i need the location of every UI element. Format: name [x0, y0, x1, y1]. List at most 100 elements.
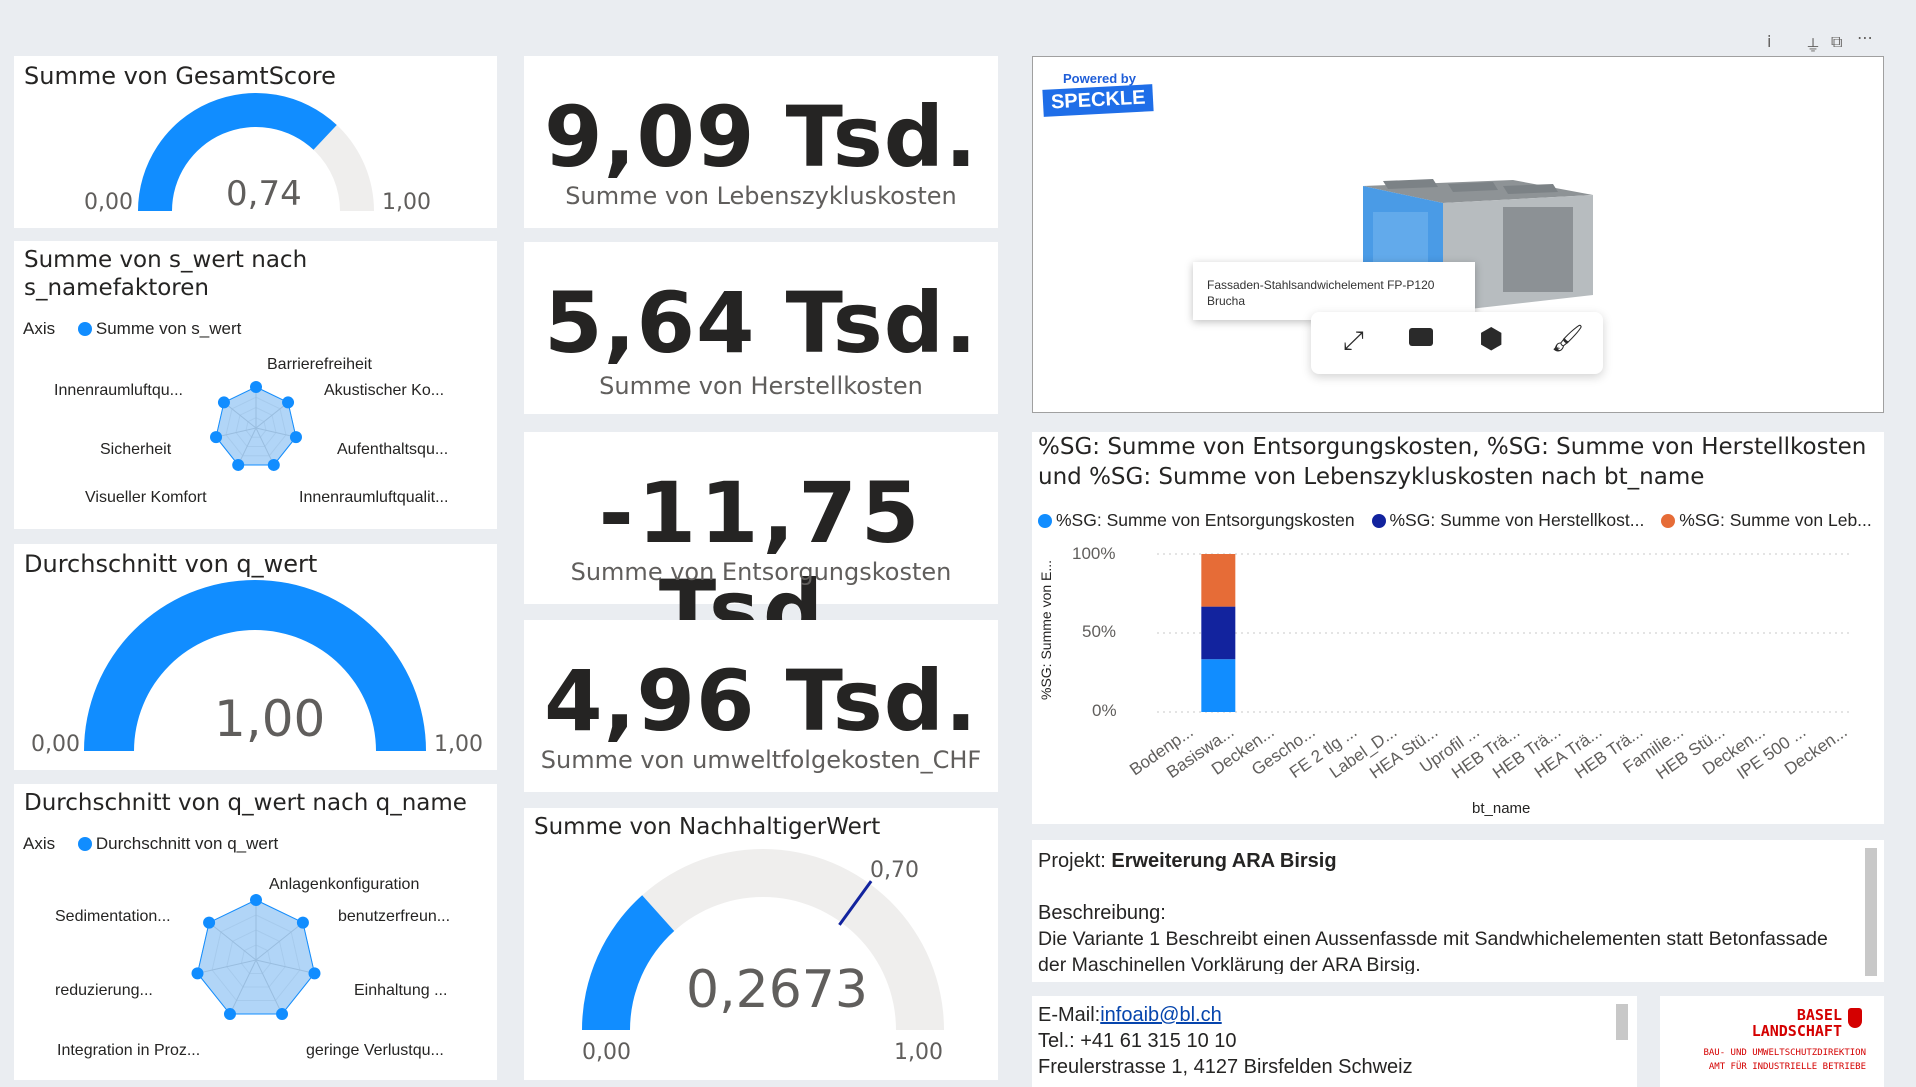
- brush-icon[interactable]: 🖌: [1551, 324, 1585, 354]
- radar-axis-label: Anlagenkonfiguration: [269, 876, 420, 893]
- card-title: Durchschnitt von q_wert nach q_name: [24, 790, 467, 816]
- radar-point: [250, 381, 262, 393]
- project-name: Erweiterung ARA Birsig: [1111, 850, 1337, 872]
- kpi-value: 5,64 Tsd.: [544, 274, 978, 372]
- bar-segment: [1201, 659, 1236, 712]
- powered-by-label: Powered by: [1063, 71, 1136, 86]
- radar-card-s-wert[interactable]: Summe von s_wert nach s_namefaktoren Axi…: [14, 241, 497, 529]
- kpi-label: Summe von umweltfolgekosten_CHF: [540, 746, 982, 774]
- radar-point: [191, 967, 204, 980]
- radar-axis-label: Akustischer Ko...: [324, 382, 445, 399]
- kpi-card-herstellkosten[interactable]: 5,64 Tsd. Summe von Herstellkosten: [524, 242, 998, 414]
- speckle-viewer[interactable]: Powered by SPECKLE Fassaden-Stahlsandwic…: [1032, 56, 1884, 413]
- email-label: E-Mail:: [1038, 1004, 1101, 1026]
- kpi-label: Summe von Entsorgungskosten: [570, 558, 952, 586]
- more-icon[interactable]: ⋯: [1857, 28, 1873, 47]
- gauge-min: 0,00: [582, 1040, 631, 1065]
- project-description-card[interactable]: Projekt: Erweiterung ARA Birsig Beschrei…: [1032, 840, 1884, 982]
- email-link[interactable]: infoaib@bl.ch: [1100, 1004, 1222, 1026]
- expand-icon[interactable]: ⤢: [1343, 326, 1364, 356]
- kpi-label: Summe von Lebenszykluskosten: [565, 182, 957, 210]
- gauge-min: 0,00: [84, 190, 133, 215]
- radar-point: [217, 396, 230, 409]
- legend-series: %SG: Summe von Herstellkost...: [1389, 510, 1645, 530]
- y-tick: 50%: [1082, 622, 1117, 641]
- gauge-max: 1,00: [434, 732, 483, 757]
- gauge-chart: [582, 849, 944, 1030]
- gauge-min: 0,00: [31, 732, 80, 757]
- legend-series: %SG: Summe von Leb...: [1679, 510, 1872, 530]
- gauge-value: 0,74: [226, 174, 302, 214]
- gauge-card-gesamtscore[interactable]: Summe von GesamtScore 0,74 0,00 1,00: [14, 56, 497, 228]
- gauge-value: 0,2673: [686, 960, 868, 1020]
- legend-axis-label: Axis: [23, 319, 56, 338]
- kpi-card-umweltfolgekosten[interactable]: 4,96 Tsd. Summe von umweltfolgekosten_CH…: [524, 620, 998, 792]
- tooltip-line1: Fassaden-Stahlsandwichelement FP-P120: [1207, 278, 1435, 292]
- project-label: Projekt:: [1038, 850, 1112, 872]
- radar-point: [296, 916, 309, 929]
- radar-axis-label: Aufenthaltsqu...: [337, 441, 449, 458]
- radar-axis-label: benutzerfreun...: [338, 908, 451, 925]
- radar-axis-label: Barrierefreiheit: [267, 356, 372, 373]
- legend: Axis Summe von s_wert: [23, 319, 241, 339]
- y-tick: 0%: [1092, 701, 1117, 720]
- kpi-card-entsorgungskosten[interactable]: -11,75 Tsd. Summe von Entsorgungskosten: [524, 432, 998, 660]
- radar-axis-label: Integration in Proz...: [57, 1042, 201, 1059]
- radar-point: [289, 431, 302, 444]
- description-label: Beschreibung:: [1038, 902, 1166, 924]
- legend: Axis Durchschnitt von q_wert: [23, 834, 278, 854]
- y-tick: 100%: [1072, 544, 1116, 563]
- legend-dot: [1371, 514, 1386, 528]
- logo-mark: [1848, 1008, 1862, 1028]
- building-model[interactable]: [1033, 57, 1885, 414]
- bar-plot: [1157, 553, 1852, 713]
- radar-chart: [210, 381, 302, 471]
- gauge-chart: [84, 580, 426, 751]
- radar-point: [267, 458, 280, 471]
- tooltip-line2: Brucha: [1207, 294, 1246, 308]
- gauge-card-nachhaltigerwert[interactable]: Summe von NachhaltigerWert 0,2673 0,00 1…: [524, 808, 998, 1080]
- legend-dot: [1038, 514, 1052, 528]
- card-title-line2: s_namefaktoren: [24, 275, 209, 301]
- legend-series: Summe von s_wert: [95, 319, 242, 338]
- gauge-value: 1,00: [214, 690, 326, 748]
- logo-line1: BASEL: [1796, 1006, 1842, 1024]
- filter-icon[interactable]: ⏚: [1805, 36, 1822, 55]
- chart-legend: %SG: Summe von Entsorgungskosten %SG: Su…: [1038, 510, 1872, 531]
- radar-point: [308, 967, 321, 980]
- description-line1: Die Variante 1 Beschreibt einen Aussenfa…: [1038, 928, 1828, 950]
- legend-dot: [77, 837, 92, 851]
- scrollbar[interactable]: [1865, 848, 1877, 976]
- contact-card[interactable]: E-Mail:infoaib@bl.ch Tel.: +41 61 315 10…: [1032, 996, 1637, 1087]
- radar-axis-label: Sicherheit: [100, 441, 172, 458]
- radar-axis-label: reduzierung...: [55, 982, 153, 999]
- radar-point: [203, 916, 216, 929]
- radar-card-q-wert[interactable]: Durchschnitt von q_wert nach q_name Axis…: [14, 784, 497, 1080]
- info-icon[interactable]: ⅰ: [1767, 32, 1772, 51]
- gauge-fill: [84, 580, 426, 751]
- card-title-line1: Summe von s_wert nach: [24, 247, 308, 273]
- element-tooltip: Fassaden-Stahlsandwichelement FP-P120 Br…: [1193, 262, 1475, 320]
- gauge-target-marker: [838, 880, 873, 926]
- logo-line3: BAU- UND UMWELTSCHUTZDIREKTION: [1703, 1048, 1866, 1058]
- gauge-card-q-wert[interactable]: Durchschnitt von q_wert 1,00 0,00 1,00: [14, 544, 497, 770]
- gauge-max: 1,00: [894, 1040, 943, 1065]
- kpi-card-lebenszykluskosten[interactable]: 9,09 Tsd. Summe von Lebenszykluskosten: [524, 56, 998, 228]
- focus-icon[interactable]: ⧉: [1831, 32, 1843, 51]
- gauge-fill: [582, 895, 675, 1030]
- radar-chart: [191, 894, 321, 1021]
- logo-line2: LANDSCHAFT: [1751, 1022, 1842, 1040]
- gauge-chart: [138, 92, 374, 211]
- visual-header: ⅰ ⏚ ⧉ ⋯: [1755, 28, 1885, 55]
- gauge-target-label: 0,70: [870, 858, 919, 883]
- stacked-bar-chart-card[interactable]: %SG: Summe von Entsorgungskosten, %SG: S…: [1032, 432, 1884, 824]
- scrollbar[interactable]: [1616, 1004, 1628, 1040]
- radar-area: [196, 899, 316, 1015]
- x-axis-title: bt_name: [1472, 800, 1531, 817]
- card-title: Durchschnitt von q_wert: [24, 550, 318, 578]
- radar-point: [276, 1008, 289, 1021]
- radar-point: [210, 431, 223, 444]
- kpi-value: 9,09 Tsd.: [544, 88, 978, 186]
- cube-icon[interactable]: ⬢: [1479, 322, 1504, 355]
- camera-icon[interactable]: [1409, 328, 1433, 346]
